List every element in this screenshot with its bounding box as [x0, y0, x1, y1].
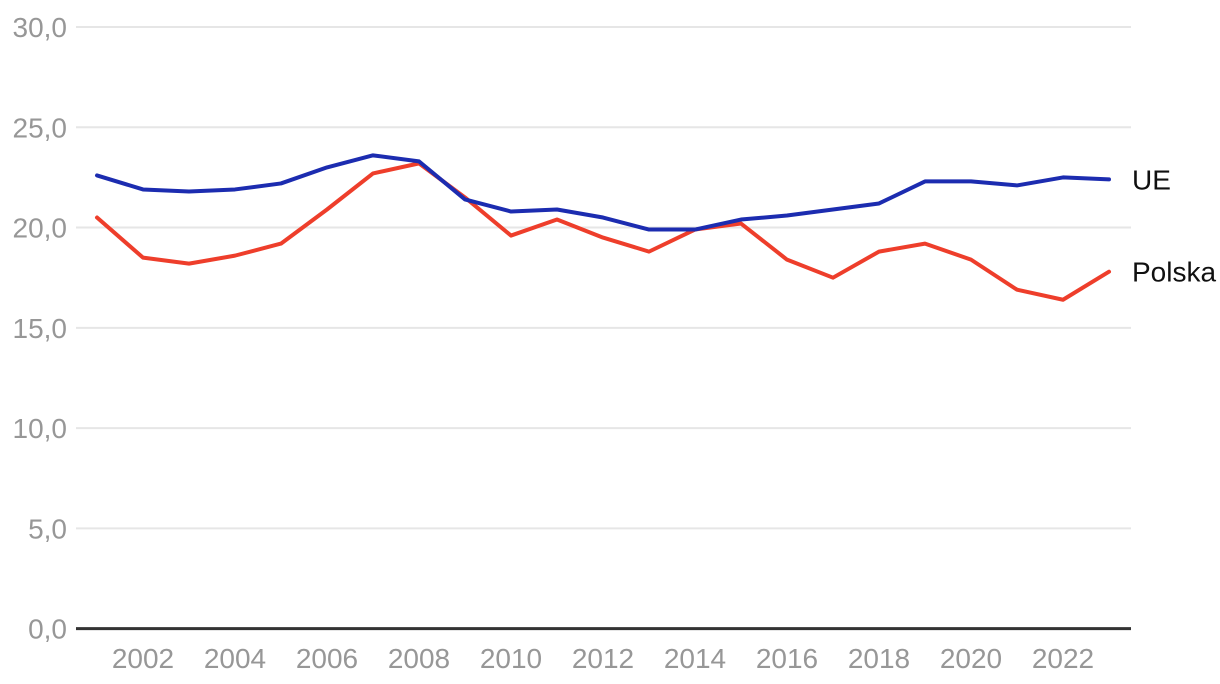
x-tick-label: 2006	[296, 643, 358, 674]
line-polska	[95, 161, 1111, 302]
y-tick-label: 5,0	[28, 513, 67, 544]
x-axis-labels: 2002 2004 2006 2008 2010 2012 2014 2016 2018 2020…	[112, 643, 1094, 674]
x-tick-label: 2020	[940, 643, 1002, 674]
gridlines	[76, 26, 1131, 631]
y-tick-label: 30,0	[13, 12, 68, 43]
y-tick-label: 10,0	[13, 413, 68, 444]
x-tick-label: 2010	[480, 643, 542, 674]
x-tick-label: 2004	[204, 643, 266, 674]
y-axis-labels: 0,0 5,0 10,0 15,0 20,0 25,0 30,0	[13, 12, 68, 645]
x-tick-label: 2008	[388, 643, 450, 674]
series-lines	[95, 153, 1111, 302]
y-tick-label: 25,0	[13, 112, 68, 143]
y-tick-label: 0,0	[28, 614, 67, 645]
x-tick-label: 2018	[848, 643, 910, 674]
series-label-ue: UE	[1132, 164, 1171, 195]
x-tick-label: 2022	[1032, 643, 1094, 674]
x-tick-label: 2012	[572, 643, 634, 674]
y-tick-label: 15,0	[13, 313, 68, 344]
line-ue	[95, 153, 1111, 232]
x-tick-label: 2016	[756, 643, 818, 674]
x-tick-label: 2014	[664, 643, 726, 674]
x-tick-label: 2002	[112, 643, 174, 674]
y-tick-label: 20,0	[13, 213, 68, 244]
series-label-polska: Polska	[1132, 257, 1216, 288]
